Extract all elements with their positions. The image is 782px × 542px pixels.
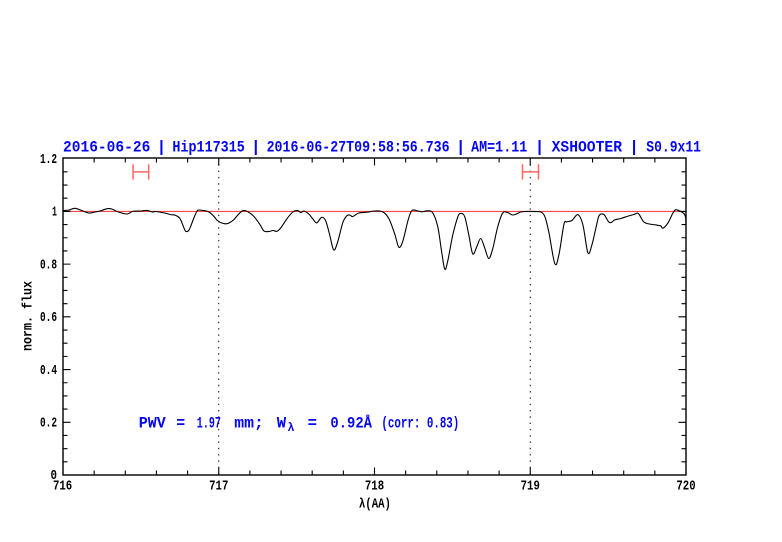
svg-text:1: 1: [52, 206, 57, 221]
svg-text:PWV: PWV: [139, 414, 166, 432]
svg-text:0.92Å: 0.92Å: [330, 413, 372, 432]
svg-text:λ: λ: [288, 422, 295, 435]
svg-text:717: 717: [209, 480, 228, 495]
svg-text:norm. flux: norm. flux: [22, 281, 37, 351]
svg-text:|: |: [456, 138, 466, 156]
svg-text:0.4: 0.4: [40, 364, 57, 379]
svg-text:S0.9x11: S0.9x11: [646, 138, 701, 156]
svg-text:0.8: 0.8: [40, 258, 57, 273]
svg-text:1.2: 1.2: [40, 153, 57, 168]
svg-text:2016-06-26: 2016-06-26: [63, 138, 150, 156]
svg-text:|: |: [251, 138, 261, 156]
svg-text:720: 720: [676, 480, 695, 495]
svg-text:0: 0: [51, 469, 58, 484]
svg-text:0.2: 0.2: [40, 417, 57, 432]
svg-text:718: 718: [365, 480, 384, 495]
svg-text:AM=1.11: AM=1.11: [471, 138, 527, 156]
svg-text:W: W: [277, 414, 287, 432]
svg-text:|: |: [157, 138, 167, 156]
svg-text:0.6: 0.6: [40, 311, 57, 326]
svg-text:719: 719: [521, 480, 540, 495]
svg-text:716: 716: [53, 480, 72, 495]
svg-text:=: =: [176, 414, 185, 432]
svg-text:|: |: [629, 138, 639, 156]
svg-text:λ(AA): λ(AA): [359, 498, 391, 513]
svg-text:mm;: mm;: [234, 414, 264, 432]
svg-text:Hip117315: Hip117315: [172, 138, 244, 156]
svg-text:XSHOOTER: XSHOOTER: [552, 138, 623, 156]
svg-text:2016-06-27T09:58:56.736: 2016-06-27T09:58:56.736: [267, 138, 450, 156]
svg-text:(corr: 0.83): (corr: 0.83): [381, 414, 459, 432]
svg-text:1.97: 1.97: [197, 414, 221, 432]
svg-text:=: =: [308, 414, 317, 432]
svg-text:|: |: [535, 138, 545, 156]
